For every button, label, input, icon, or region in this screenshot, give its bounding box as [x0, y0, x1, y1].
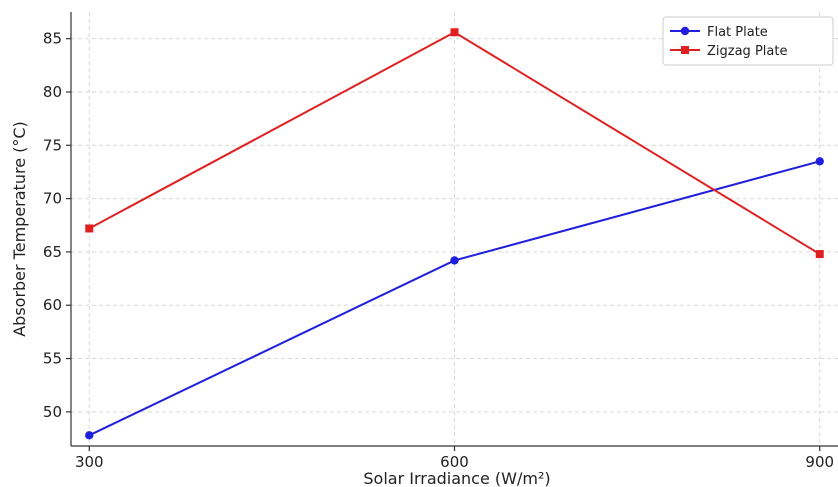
- legend-marker: [681, 46, 689, 54]
- y-tick-label: 70: [43, 190, 62, 208]
- legend-item-zigzag-plate: Zigzag Plate: [670, 44, 787, 59]
- x-tick-label: 600: [440, 453, 469, 471]
- y-axis-label: Absorber Temperature (°C): [10, 121, 29, 337]
- y-tick-label: 80: [43, 83, 62, 101]
- data-point: [450, 256, 459, 265]
- grid: [71, 12, 838, 446]
- y-tick-label: 60: [43, 296, 62, 314]
- y-tick-label: 65: [43, 243, 62, 261]
- series-flat-plate: [85, 157, 824, 440]
- y-tick-label: 75: [43, 136, 62, 154]
- legend-marker: [680, 26, 690, 36]
- data-point: [85, 224, 94, 233]
- data-point: [450, 28, 459, 37]
- y-tick-label: 85: [43, 30, 62, 48]
- x-tick-label: 300: [75, 453, 104, 471]
- legend-label: Flat Plate: [707, 25, 768, 40]
- series-zigzag-plate: [85, 28, 824, 259]
- legend: Flat Plate Zigzag Plate: [662, 16, 834, 66]
- legend-box: [662, 16, 834, 66]
- y-tick-label: 50: [43, 403, 62, 421]
- data-point: [815, 250, 824, 259]
- y-tick-label: 55: [43, 350, 62, 368]
- y-ticks: 50 55 60 65 70 75 80 85: [43, 30, 71, 421]
- x-ticks: 300 600 900: [75, 446, 834, 471]
- data-point: [85, 431, 94, 440]
- legend-label: Zigzag Plate: [707, 44, 787, 59]
- x-tick-label: 900: [805, 453, 834, 471]
- x-axis-label: Solar Irradiance (W/m²): [363, 469, 550, 487]
- series-line-zigzag-plate: [88, 31, 821, 255]
- legend-item-flat-plate: Flat Plate: [670, 25, 768, 40]
- series-layer: [85, 28, 824, 440]
- data-point: [815, 157, 824, 166]
